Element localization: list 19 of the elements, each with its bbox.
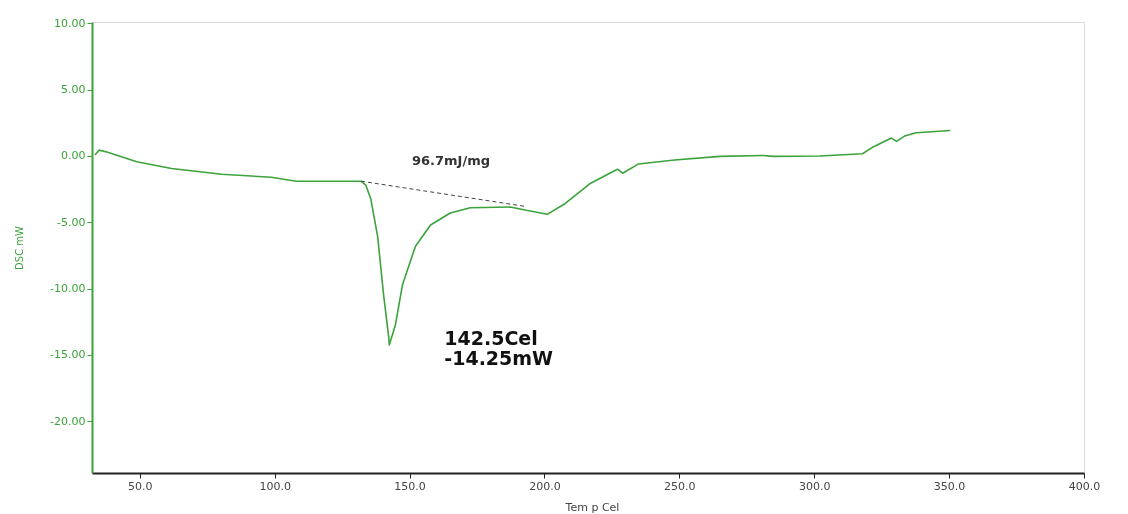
x-tick-label: 400.0 [1068, 479, 1101, 493]
x-tick-label: 100.0 [259, 479, 291, 493]
y-tick-label: -10.00 [50, 282, 86, 296]
y-axis-title: DSC mW [14, 225, 26, 270]
x-tick-label: 200.0 [529, 479, 561, 493]
y-tick-label: 5.00 [61, 83, 86, 97]
y-tick-label: -20.00 [50, 414, 86, 428]
x-axis-title: Tem p Cel [564, 500, 620, 514]
y-tick-label: 10.00 [54, 16, 86, 30]
x-tick-label: 50.0 [128, 479, 153, 493]
y-tick-label: -15.00 [50, 348, 86, 362]
annotation: 96.7mJ/mg [412, 153, 491, 168]
x-tick-label: 300.0 [798, 479, 831, 493]
x-tick-label: 250.0 [664, 479, 696, 493]
x-tick-label: 150.0 [394, 479, 426, 493]
y-tick-label: -5.00 [57, 215, 86, 229]
y-tick-label: 0.00 [61, 149, 86, 163]
x-tick-label: 350.0 [933, 479, 966, 493]
annotation: 142.5Cel -14.25mW [444, 327, 554, 369]
